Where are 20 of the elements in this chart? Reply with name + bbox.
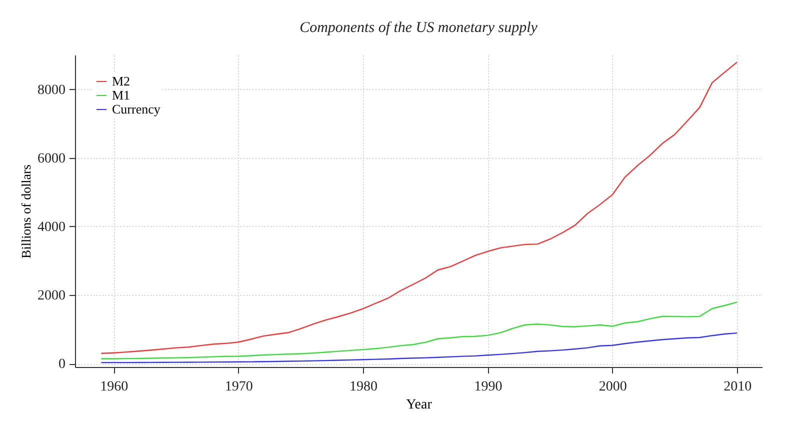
y-tick-label: 8000 <box>38 82 66 98</box>
x-tick-label: 1960 <box>100 380 128 394</box>
x-tick-label: 2010 <box>724 380 752 394</box>
x-tick-label: 2000 <box>598 380 627 394</box>
line-series <box>100 332 738 364</box>
x-axis-title: Year <box>406 398 432 412</box>
y-tick-label: 2000 <box>38 288 66 304</box>
line-series <box>100 62 738 354</box>
legend-label: M2 <box>112 74 130 88</box>
legend-label: M1 <box>112 88 130 102</box>
y-tick-label: 4000 <box>38 220 66 235</box>
line-series <box>100 302 738 360</box>
legend-label: Currency <box>112 102 161 116</box>
chart-title: Components of the US monetary supply <box>300 20 538 36</box>
y-tick-label: 6000 <box>38 151 66 166</box>
y-tick-label: 0 <box>58 357 66 372</box>
y-axis-title: Billions of dollars <box>18 164 34 258</box>
x-tick-label: 1980 <box>350 380 378 394</box>
x-tick-label: 1990 <box>474 380 502 394</box>
x-tick-label: 1970 <box>224 380 253 394</box>
